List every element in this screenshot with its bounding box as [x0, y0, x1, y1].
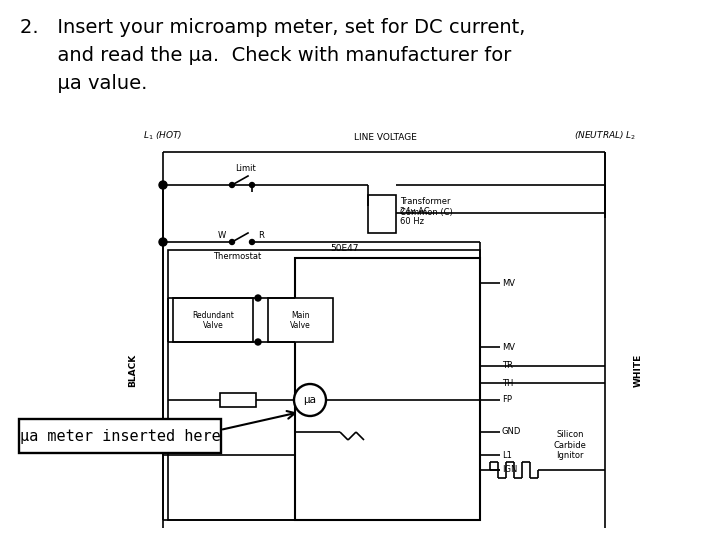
- Text: W: W: [217, 231, 226, 240]
- Circle shape: [250, 240, 254, 245]
- Bar: [368, 195, 396, 233]
- Text: Transformer: Transformer: [400, 197, 451, 206]
- Text: TR: TR: [502, 361, 513, 370]
- Text: 50E47: 50E47: [330, 244, 359, 253]
- Text: BLACK: BLACK: [128, 353, 138, 387]
- Text: L1: L1: [502, 450, 512, 460]
- Circle shape: [294, 384, 326, 416]
- Circle shape: [250, 183, 254, 187]
- Text: TH: TH: [502, 379, 513, 388]
- Text: (NEUTRAL) $L_2$: (NEUTRAL) $L_2$: [574, 130, 636, 142]
- Text: LINE VOLTAGE: LINE VOLTAGE: [354, 133, 416, 142]
- Bar: [268, 298, 333, 342]
- Circle shape: [255, 339, 261, 345]
- Text: Valve: Valve: [202, 321, 223, 329]
- Text: Silicon
Carbide
Ignitor: Silicon Carbide Ignitor: [554, 430, 586, 460]
- Text: GND: GND: [502, 428, 521, 436]
- Text: μa meter inserted here: μa meter inserted here: [19, 429, 220, 443]
- Text: Redundant: Redundant: [192, 310, 234, 320]
- Circle shape: [159, 181, 167, 189]
- Text: Common (C): Common (C): [400, 208, 453, 218]
- Text: MV: MV: [502, 342, 515, 352]
- FancyArrowPatch shape: [222, 411, 295, 429]
- Bar: [168, 250, 480, 520]
- Text: WHITE: WHITE: [634, 353, 642, 387]
- Text: $L_1$ (HOT): $L_1$ (HOT): [143, 130, 183, 142]
- FancyBboxPatch shape: [19, 419, 221, 453]
- Text: IGN: IGN: [502, 465, 518, 475]
- Bar: [295, 258, 480, 520]
- Text: MV: MV: [502, 279, 515, 287]
- Text: Limit: Limit: [235, 164, 256, 173]
- Text: 24v AC: 24v AC: [400, 207, 430, 216]
- Text: Main: Main: [292, 310, 310, 320]
- Bar: [220, 393, 256, 407]
- Text: Thermostat: Thermostat: [213, 252, 261, 261]
- Circle shape: [159, 238, 167, 246]
- Text: μa: μa: [304, 395, 317, 405]
- Text: μa value.: μa value.: [20, 74, 148, 93]
- Bar: [173, 298, 253, 342]
- Text: R: R: [258, 231, 264, 240]
- Circle shape: [230, 183, 235, 187]
- Text: FP: FP: [502, 395, 512, 404]
- Circle shape: [255, 295, 261, 301]
- Text: 60 Hz: 60 Hz: [400, 217, 424, 226]
- Text: Valve: Valve: [290, 321, 311, 329]
- Circle shape: [230, 240, 235, 245]
- Text: and read the μa.  Check with manufacturer for: and read the μa. Check with manufacturer…: [20, 46, 511, 65]
- Text: 2.   Insert your microamp meter, set for DC current,: 2. Insert your microamp meter, set for D…: [20, 18, 526, 37]
